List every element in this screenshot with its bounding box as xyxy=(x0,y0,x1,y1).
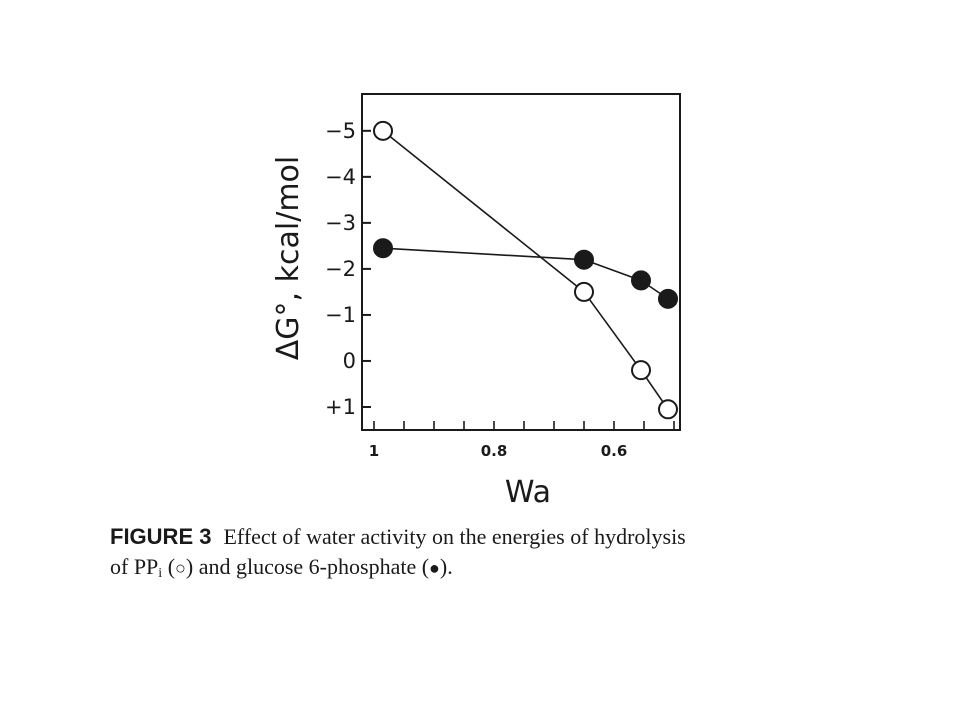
filled-series-line xyxy=(647,284,662,295)
filled-data-point xyxy=(631,270,651,291)
y-axis-title: ΔG°, kcal/mol xyxy=(271,156,306,360)
y-tick-label: +1 xyxy=(325,395,356,419)
x-tick-label: 0.8 xyxy=(481,442,508,460)
y-tick-label: −1 xyxy=(325,303,356,327)
x-axis-ticks: 1 0.8 0.6 xyxy=(369,421,675,460)
caption-text-2d: ). xyxy=(439,554,453,579)
open-data-point xyxy=(658,399,678,420)
x-tick-label: 1 xyxy=(369,442,379,460)
caption-line-1: FIGURE 3 Effect of water activity on the … xyxy=(110,522,870,552)
open-circle-icon: ○ xyxy=(175,558,186,578)
open-data-point xyxy=(631,360,651,381)
series-lines xyxy=(389,135,664,403)
plot-frame xyxy=(361,93,681,431)
figure-caption: FIGURE 3 Effect of water activity on the … xyxy=(110,522,870,589)
caption-label: FIGURE 3 xyxy=(110,524,212,549)
y-tick-label: −2 xyxy=(325,257,356,281)
x-axis-title: Wa xyxy=(505,475,551,510)
open-data-point xyxy=(373,120,393,141)
caption-line-2: of PPi (○) and glucose 6-phosphate (●). xyxy=(110,552,870,589)
open-series-line xyxy=(588,298,637,364)
y-tick-label: 0 xyxy=(343,349,356,373)
series-points xyxy=(373,120,678,420)
open-data-point xyxy=(574,281,594,302)
y-tick-label: −4 xyxy=(325,165,356,189)
caption-text-2b: ( xyxy=(162,554,176,579)
y-tick-label: −5 xyxy=(325,119,356,143)
open-series-line xyxy=(389,135,578,287)
caption-subscript: i xyxy=(158,566,163,581)
open-series-line xyxy=(645,377,664,403)
filled-data-point xyxy=(658,288,678,309)
filled-series-line xyxy=(592,262,633,279)
filled-circle-icon: ● xyxy=(429,558,440,578)
caption-text-2c: ) and glucose 6-phosphate ( xyxy=(185,554,430,579)
x-tick-label: 0.6 xyxy=(601,442,628,460)
filled-series-line xyxy=(391,247,576,260)
caption-text-1: Effect of water activity on the energies… xyxy=(223,524,686,549)
filled-data-point xyxy=(574,249,594,270)
caption-text-2a: of PP xyxy=(110,554,159,579)
y-tick-label: −3 xyxy=(325,211,356,235)
filled-data-point xyxy=(373,238,393,259)
y-axis-ticks: −5 −4 −3 −2 −1 0 +1 xyxy=(325,119,371,419)
